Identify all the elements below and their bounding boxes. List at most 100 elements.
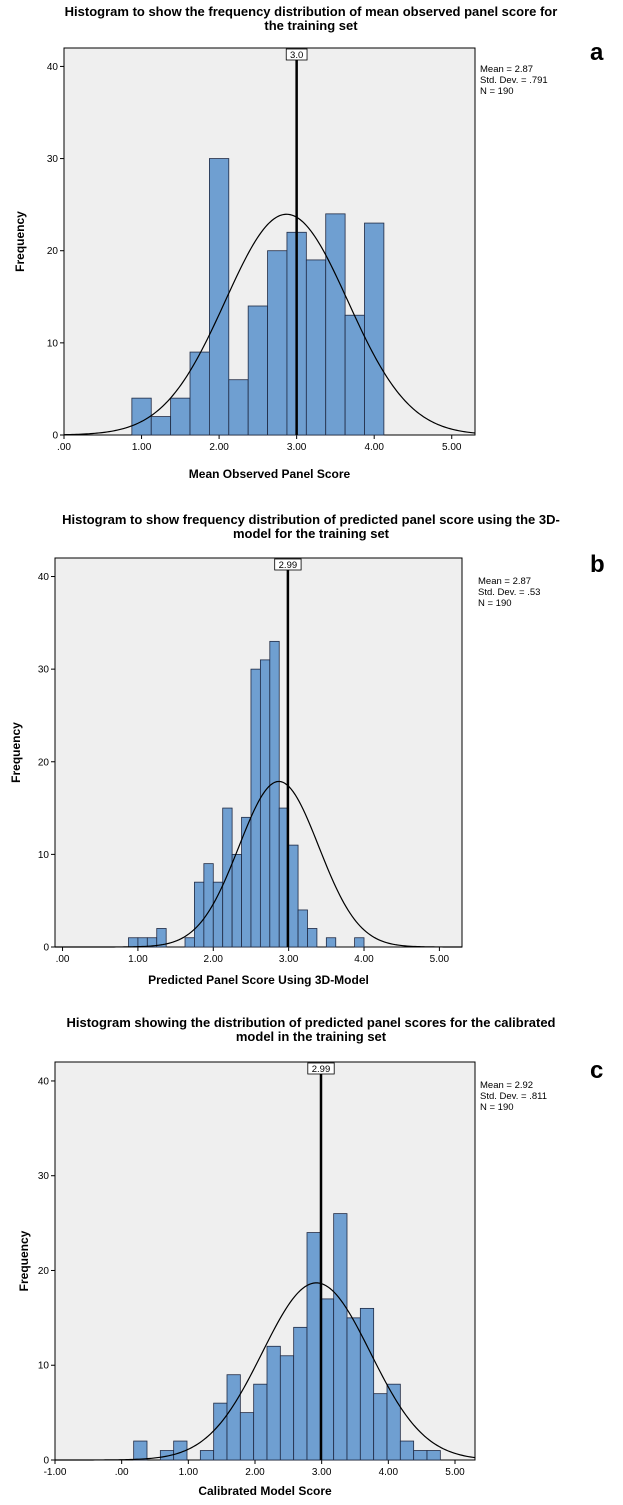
y-tick-label: 40 [47,62,59,73]
histogram-bar [413,1450,428,1461]
x-tick-label: 1.00 [179,1467,199,1478]
histogram-bar [305,259,327,436]
x-axis-label: Predicted Panel Score Using 3D-Model [148,973,369,987]
stats-line: Mean = 2.87 [478,576,531,587]
x-tick-label: .00 [57,442,71,453]
histogram-bar [319,1298,335,1461]
histogram-bar [247,305,268,436]
stats-line: N = 190 [478,598,512,609]
mean-label: 2.99 [312,1064,331,1075]
x-tick-label: 2.00 [245,1467,265,1478]
stats-line: N = 190 [480,86,514,97]
histogram-bar [346,1317,361,1461]
mean-label-box [307,1062,335,1075]
normal-curve [63,213,476,436]
x-tick-label: -1.00 [44,1467,67,1478]
histogram-bar [354,937,365,948]
stats-line: Mean = 2.92 [480,1080,533,1091]
plot-area: 0 10 20 30 40 .00 1.00 2.00 3.00 4.00 5.00 2.99 Mean… [9,557,540,987]
histogram-bar [239,1412,255,1461]
histogram-bar [373,1393,388,1461]
mean-label-box [274,558,302,571]
y-tick-label: 0 [43,1456,49,1467]
y-tick-label: 30 [47,154,59,165]
y-tick-label: 30 [38,665,50,676]
y-tick-label: 10 [38,850,50,861]
histogram-bar [209,158,230,436]
x-tick-label: 2.00 [204,954,224,965]
histogram-panel-a: Histogram to show the frequency distribu… [0,0,623,500]
histogram-bar [269,640,280,948]
histogram-a-svg: Histogram to show the frequency distribu… [13,4,604,481]
histogram-panel-b: Histogram to show frequency distribution… [0,500,623,1000]
mean-label: 2.99 [279,560,298,571]
histogram-bar [386,1383,401,1461]
histogram-bar [184,937,195,948]
histogram-bar [156,928,167,948]
histogram-bar [231,853,242,948]
histogram-bar [399,1440,415,1461]
histogram-bar [293,1326,308,1461]
y-tick-label: 40 [38,1076,50,1087]
histogram-bar [133,1440,148,1461]
chart-title-line-1: Histogram showing the distribution of pr… [66,1015,555,1030]
y-tick-label: 0 [43,943,49,954]
histogram-bar [288,844,299,948]
histogram-c-svg: Histogram showing the distribution of pr… [17,1015,603,1498]
x-axis-label: Mean Observed Panel Score [189,467,351,481]
x-tick-label: 4.00 [354,954,374,965]
histogram-bar [128,937,139,948]
chart-title-line-1: Histogram to show the frequency distribu… [65,4,558,19]
histogram-bar [194,881,205,948]
x-tick-label: 1.00 [128,954,148,965]
histogram-bar [173,1440,188,1461]
x-tick-label: .00 [115,1467,129,1478]
histogram-bar [267,250,288,436]
histogram-bar [359,1307,375,1461]
histogram-bar [297,909,308,948]
panel-label: b [590,551,605,578]
y-tick-label: 20 [47,246,59,257]
y-tick-label: 20 [38,1266,50,1277]
x-tick-label: 3.00 [287,442,307,453]
histogram-bar [266,1345,281,1461]
mean-label-box [285,48,308,61]
y-tick-label: 10 [47,338,59,349]
histogram-bar [137,937,148,948]
histogram-bar [325,937,337,948]
histogram-bar [189,351,210,436]
chart-title-line-2: model in the training set [236,1029,387,1044]
mean-label: 3.0 [290,50,303,61]
histogram-bar [426,1450,441,1461]
histogram-bar [228,379,249,436]
histogram-bar [325,213,346,436]
histogram-bar [253,1383,268,1461]
stats-line: Mean = 2.87 [480,64,533,75]
x-axis-label: Calibrated Model Score [198,1484,332,1498]
panel-label: c [590,1057,603,1084]
y-tick-label: 0 [52,431,58,442]
histogram-bar [212,881,224,948]
histogram-bar [222,807,233,948]
chart-title-line-2: model for the training set [233,526,390,541]
x-tick-label: 5.00 [430,954,450,965]
y-axis-label: Frequency [13,211,27,272]
chart-title-line-1: Histogram to show frequency distribution… [62,512,560,527]
histogram-bar [150,416,172,436]
histogram-bar [306,1232,321,1461]
histogram-bar [279,1355,295,1461]
x-tick-label: 1.00 [132,442,152,453]
x-tick-label: 5.00 [445,1467,465,1478]
y-tick-label: 10 [38,1361,50,1372]
histogram-bar [344,314,365,436]
y-tick-label: 40 [38,572,50,583]
histogram-bar [199,1450,215,1461]
x-tick-label: 4.00 [364,442,384,453]
histogram-bar [333,1213,348,1461]
plot-area: 0 10 20 30 40 -1.00 .00 1.00 2.00 3.00 4.00 5.00 2.9… [17,1061,547,1498]
x-tick-label: 3.00 [279,954,299,965]
x-tick-label: .00 [56,954,70,965]
x-tick-label: 4.00 [379,1467,399,1478]
panel-label: a [590,39,604,66]
stats-line: N = 190 [480,1102,514,1113]
